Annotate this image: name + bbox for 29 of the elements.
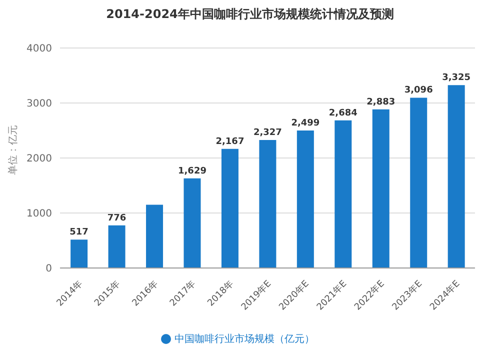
data-label: 2,167: [216, 136, 244, 147]
y-tick-label: 4000: [26, 44, 52, 55]
bar: [108, 225, 126, 268]
bar: [146, 204, 164, 268]
data-label: 517: [70, 228, 88, 238]
data-label: 2,327: [253, 128, 282, 138]
chart-title: 2014-2024年中国咖啡行业市场规模统计情况及预测: [105, 6, 395, 23]
y-tick-label: 2000: [26, 154, 52, 165]
data-label: 2,499: [291, 118, 320, 129]
legend-label: 中国咖啡行业市场规模（亿元）: [174, 334, 314, 345]
bar: [334, 120, 352, 268]
bar: [448, 85, 465, 268]
data-label: 3,325: [442, 73, 471, 84]
bar: [296, 130, 314, 268]
data-label: 3,096: [404, 86, 433, 96]
data-label: 776: [107, 213, 126, 224]
y-tick-label: 3000: [26, 98, 52, 110]
bar: [184, 178, 201, 268]
bar: [221, 148, 238, 268]
bar: [70, 240, 88, 268]
y-axis-title: 单位：亿元: [7, 125, 20, 175]
bar: [259, 140, 276, 268]
bar: [372, 109, 390, 268]
bar: [410, 98, 428, 268]
y-tick-label: 1000: [26, 208, 52, 220]
y-tick-label: 0: [46, 264, 52, 275]
data-label: 2,883: [366, 97, 396, 108]
data-label: 2,684: [328, 108, 358, 118]
data-label: 1,629: [178, 166, 206, 176]
